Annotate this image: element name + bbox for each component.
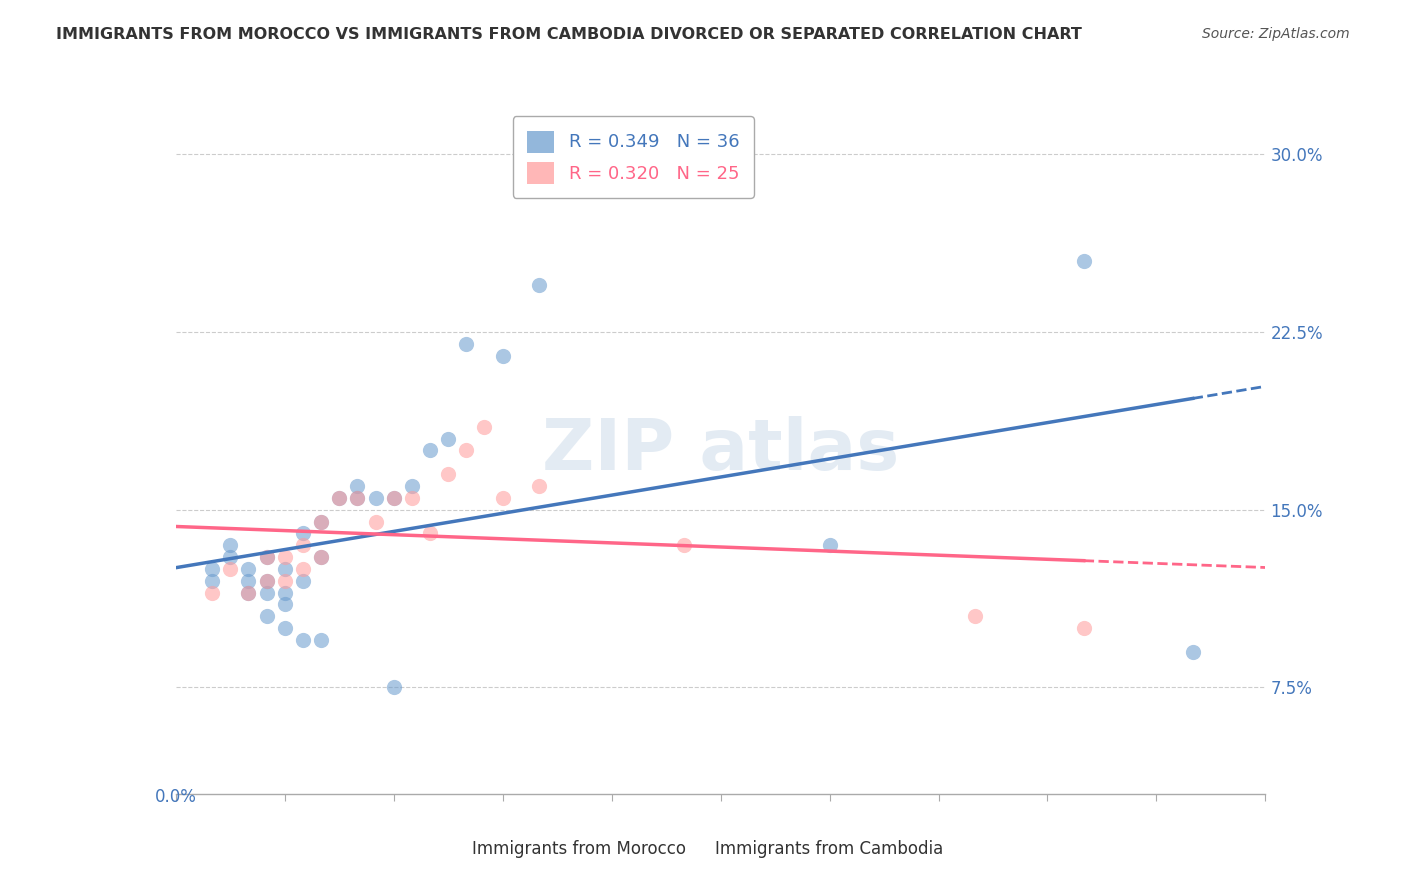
Point xyxy=(818,538,841,552)
Text: Source: ZipAtlas.com: Source: ZipAtlas.com xyxy=(1202,27,1350,41)
Point xyxy=(219,538,242,552)
Point xyxy=(309,632,332,647)
Point xyxy=(256,574,278,588)
Point xyxy=(346,491,368,505)
Point xyxy=(274,549,297,564)
Point xyxy=(238,585,260,599)
Point xyxy=(274,598,297,612)
Point xyxy=(963,609,986,624)
Text: 0.0%: 0.0% xyxy=(155,789,197,806)
Point xyxy=(328,491,350,505)
Point xyxy=(673,538,696,552)
Point xyxy=(437,432,460,446)
Point xyxy=(328,491,350,505)
Legend: R = 0.349   N = 36, R = 0.320   N = 25: R = 0.349 N = 36, R = 0.320 N = 25 xyxy=(513,116,754,198)
FancyBboxPatch shape xyxy=(742,835,792,859)
Point xyxy=(219,549,242,564)
Point xyxy=(256,574,278,588)
Text: Immigrants from Morocco: Immigrants from Morocco xyxy=(472,840,686,858)
Point xyxy=(346,491,368,505)
Point xyxy=(401,491,423,505)
Point xyxy=(364,491,387,505)
Point xyxy=(456,443,478,458)
Point xyxy=(309,515,332,529)
Point xyxy=(419,526,441,541)
Point xyxy=(256,549,278,564)
Point xyxy=(256,585,278,599)
Point xyxy=(256,609,278,624)
Point xyxy=(274,585,297,599)
Point xyxy=(291,526,314,541)
Point xyxy=(437,467,460,482)
Point xyxy=(492,349,515,363)
Point xyxy=(274,621,297,635)
Point xyxy=(527,277,550,292)
Point xyxy=(201,574,224,588)
Text: ZIP atlas: ZIP atlas xyxy=(541,416,900,485)
Point xyxy=(274,574,297,588)
Point xyxy=(238,574,260,588)
Point xyxy=(309,515,332,529)
Point xyxy=(382,681,405,695)
FancyBboxPatch shape xyxy=(492,835,541,859)
Point xyxy=(274,562,297,576)
Point xyxy=(219,562,242,576)
Point xyxy=(382,491,405,505)
Point xyxy=(201,562,224,576)
Point xyxy=(309,549,332,564)
Point xyxy=(382,491,405,505)
Point xyxy=(527,479,550,493)
Point xyxy=(201,585,224,599)
Point xyxy=(256,549,278,564)
Point xyxy=(1073,254,1095,268)
Point xyxy=(1073,621,1095,635)
Point xyxy=(291,562,314,576)
Point xyxy=(309,549,332,564)
Point xyxy=(1181,645,1204,659)
Point xyxy=(238,562,260,576)
Point xyxy=(474,419,496,434)
Point xyxy=(291,538,314,552)
Point xyxy=(401,479,423,493)
Point xyxy=(291,632,314,647)
Point xyxy=(346,479,368,493)
Point xyxy=(364,515,387,529)
Point xyxy=(291,574,314,588)
Text: Immigrants from Cambodia: Immigrants from Cambodia xyxy=(716,840,943,858)
Point xyxy=(419,443,441,458)
Point xyxy=(456,337,478,351)
Text: IMMIGRANTS FROM MOROCCO VS IMMIGRANTS FROM CAMBODIA DIVORCED OR SEPARATED CORREL: IMMIGRANTS FROM MOROCCO VS IMMIGRANTS FR… xyxy=(56,27,1083,42)
Point xyxy=(238,585,260,599)
Point xyxy=(492,491,515,505)
